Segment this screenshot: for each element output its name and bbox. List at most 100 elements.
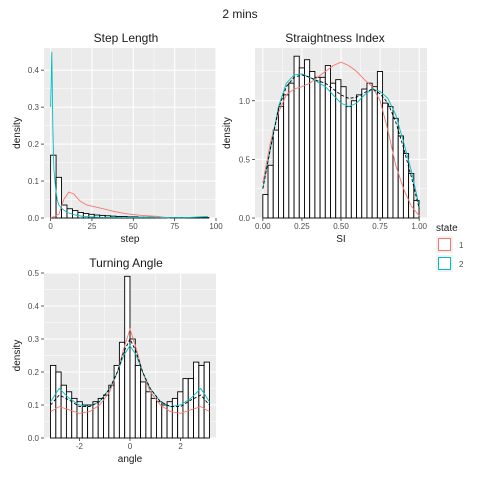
x-axis-label: step — [121, 234, 140, 245]
y-tick-label: 0.5 — [239, 155, 251, 164]
histogram-bar — [330, 82, 337, 219]
y-tick-label: 0.1 — [28, 401, 40, 410]
histogram-bar — [82, 213, 90, 219]
histogram-bar — [345, 106, 352, 219]
legend-label-1: 1 — [459, 241, 464, 250]
y-tick-label: 0.0 — [28, 214, 40, 223]
density-line-1 — [50, 191, 170, 219]
density-line-2 — [262, 73, 420, 207]
y-axis-label: density — [12, 117, 23, 149]
histogram-bar — [361, 88, 368, 219]
histogram-bar — [356, 94, 363, 219]
panel-title: Step Length — [94, 31, 159, 45]
histogram-bar — [166, 401, 173, 439]
legend-entry-2: 2 — [436, 255, 464, 272]
x-tick-label: 0 — [48, 222, 53, 231]
histogram-bar — [293, 55, 300, 219]
panel-background — [44, 48, 216, 218]
histogram-bar — [198, 364, 205, 439]
histogram-bar — [272, 129, 279, 219]
x-tick-label: 0.00 — [255, 222, 271, 231]
histogram-bar — [366, 82, 373, 219]
histogram-bar — [387, 106, 394, 219]
density-line-1 — [262, 61, 420, 216]
histogram-bar — [134, 364, 142, 439]
panel-step-length: 0.0 0.1 0.2 0.3 0.4 0 25 50 75 100 Step Length step… — [12, 31, 223, 245]
histogram-bar — [319, 76, 326, 219]
histogram-bar — [283, 94, 290, 219]
x-tick-label: 0.75 — [372, 222, 388, 231]
y-tick-label: 0.2 — [28, 368, 40, 377]
histogram-bar — [55, 176, 62, 219]
histogram-bar — [113, 364, 120, 439]
histogram-bar — [309, 70, 316, 219]
legend-entry-1: 1 — [436, 236, 464, 253]
legend-title: state — [436, 223, 458, 234]
y-tick-label: 0.2 — [28, 140, 40, 149]
histogram-bar — [267, 164, 274, 219]
histogram-bar — [288, 82, 295, 219]
y-tick-label: 0.4 — [28, 302, 40, 311]
histogram-bar — [108, 384, 115, 439]
histogram-bar — [88, 213, 95, 219]
legend-swatch-2 — [438, 257, 451, 270]
y-axis-label: density — [12, 340, 23, 372]
x-tick-label: 2 — [178, 442, 183, 451]
histogram-bar — [50, 364, 57, 439]
y-tick-label: 0.0 — [28, 434, 40, 443]
panels: 0.0 0.1 0.2 0.3 0.4 0 25 50 75 100 Step Length step… — [12, 31, 428, 465]
y-tick-label: 1.0 — [239, 97, 251, 106]
panel-title: Turning Angle — [89, 256, 163, 270]
x-axis-label: angle — [118, 454, 143, 465]
histogram-bar — [177, 391, 184, 439]
histogram-bar — [392, 117, 399, 219]
histogram-bar — [324, 65, 331, 219]
y-axis-label: density — [222, 117, 233, 149]
panel-title: Straightness Index — [285, 31, 384, 45]
histogram-bar — [371, 86, 378, 219]
histogram-bar — [171, 397, 179, 439]
histogram-bar — [187, 378, 194, 439]
density-line-1 — [50, 327, 210, 414]
y-tick-label: 0.5 — [28, 269, 40, 278]
histogram-bar — [182, 378, 189, 439]
x-tick-label: 50 — [129, 222, 138, 231]
figure-title: 2 mins — [222, 7, 257, 21]
histogram-bar — [97, 397, 104, 439]
histogram-bar — [262, 194, 269, 219]
x-tick-label: 0 — [128, 442, 133, 451]
density-line-2 — [50, 344, 210, 408]
histogram-bar — [298, 67, 305, 219]
density-line-2 — [50, 51, 208, 219]
x-tick-label: 0.50 — [333, 222, 349, 231]
legend-swatch-1 — [438, 238, 451, 251]
panel-turning-angle: 0.0 0.1 0.2 0.3 0.4 0.5 -2 0 2 Turning Angle angle… — [12, 256, 216, 465]
histogram-bar — [140, 381, 147, 439]
histogram-bar — [161, 404, 168, 439]
histogram-bar — [277, 106, 285, 219]
histogram-bar — [55, 371, 62, 439]
x-tick-label: 1.00 — [411, 222, 427, 231]
histogram-bar — [124, 275, 131, 439]
histogram-bar — [397, 135, 404, 219]
y-tick-label: 0.3 — [28, 103, 40, 112]
histogram-bar — [156, 401, 163, 439]
density-line-overall — [50, 337, 210, 408]
histogram-bar — [203, 361, 210, 439]
y-tick-label: 0.0 — [239, 214, 251, 223]
legend: state 1 2 — [436, 223, 464, 272]
x-tick-label: 75 — [170, 222, 179, 231]
histogram-bar — [314, 76, 321, 219]
x-tick-label: 0.25 — [294, 222, 310, 231]
x-tick-label: -2 — [76, 442, 84, 451]
histogram-bar — [76, 401, 83, 439]
x-axis-label: SI — [336, 234, 345, 245]
panel-straightness-index: 0.0 0.5 1.0 0.00 0.25 0.50 0.75 1.00 Straightnes… — [222, 31, 428, 245]
histogram-bar — [193, 361, 200, 439]
histogram-bar — [145, 391, 152, 439]
y-tick-label: 0.3 — [28, 335, 40, 344]
histogram-bar — [103, 394, 110, 439]
histogram-bar — [150, 397, 157, 439]
y-tick-label: 0.1 — [28, 177, 40, 186]
x-tick-label: 25 — [88, 222, 97, 231]
